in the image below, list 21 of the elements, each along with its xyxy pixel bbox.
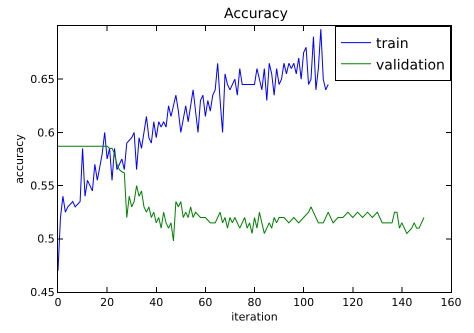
y-tick-label: 0.65: [30, 73, 55, 86]
x-tick-label: 0: [54, 296, 62, 310]
x-tick-label: 20: [100, 296, 114, 310]
x-tick-label: 140: [391, 296, 412, 310]
x-tick-label: 80: [248, 296, 262, 310]
y-tick-label: 0.6: [37, 126, 55, 140]
y-tick-label: 0.5: [37, 232, 55, 246]
x-tick-label: 100: [293, 296, 314, 310]
y-axis-title: accuracy: [12, 134, 26, 184]
legend-label: validation: [376, 57, 445, 74]
y-tick-label: 0.55: [30, 179, 55, 192]
x-tick-label: 120: [342, 296, 364, 310]
x-tick-label: 40: [149, 296, 164, 310]
x-tick-label: 160: [440, 296, 462, 310]
line-series: [58, 28, 329, 272]
legend-label: train: [376, 36, 409, 52]
line-series: [58, 146, 424, 242]
x-tick-label: 60: [198, 296, 212, 310]
chart-title: Accuracy: [224, 6, 288, 22]
y-tick-label: 0.45: [30, 286, 55, 299]
x-axis-title: iteration: [231, 310, 278, 324]
